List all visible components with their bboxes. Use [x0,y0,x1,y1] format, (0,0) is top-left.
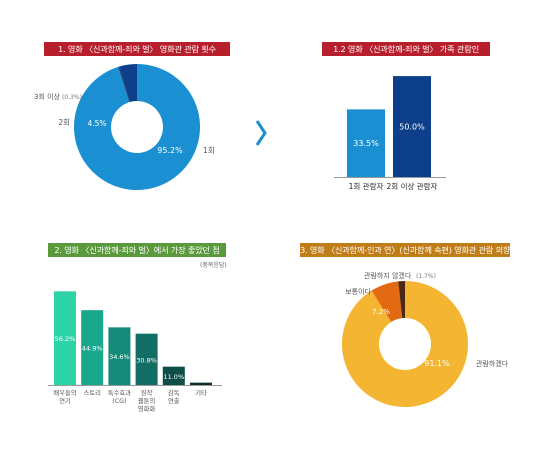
donut1-slice [119,64,137,103]
bar2-category-label: (CG) [112,398,126,405]
bar2-bar [54,291,76,385]
bar2-bar [81,310,104,385]
chevron-right-icon [255,120,267,146]
bar2-category-label: 웹툰의 [138,396,155,405]
bar2-bar [108,327,131,385]
donut2-slice [371,281,403,322]
donut1-category-label: 1회 [203,146,215,155]
donut1-category-label: 3회 이상 [34,92,61,101]
bar2-value-label: 34.6% [109,353,130,361]
donut1-slice [118,66,130,103]
bar2-value-label: 30.8% [136,356,157,364]
bar2-category-label: 연기 [59,396,71,405]
bar2-value-label: 1.4% [193,376,210,384]
bar2-category-label: 원작 [141,388,153,397]
bar2-note: (중복응답) [200,262,227,269]
donut1-title: 1. 영화 〈신과함께-죄와 벌〉 영화관 관람 횟수 [44,42,230,56]
bar1-value-label: 50.0% [399,123,425,132]
donut2-slice [342,281,469,407]
bar1-value-label: 33.5% [353,139,379,148]
donut1-value-label: (0.3%) [62,94,82,101]
bar2-value-label: 56.2% [55,335,76,343]
bar2-title: 2. 영화 〈신과함께-죄와 벌〉에서 가장 좋았던 점 [48,243,226,257]
bar2-value-label: 44.9% [82,345,103,353]
bar1-bar [347,109,385,177]
donut1-category-label: 2회 [58,118,70,127]
donut2-title: 3. 영화 〈신과함께-인과 연〉(신과함께 속편) 영화관 관람 의향 [300,243,510,257]
bar1-title: 1.2 영화 〈신과함께-죄와 벌〉 가족 관람인 [322,42,490,56]
bar2-bar [190,382,212,385]
bar1-bar [393,76,431,177]
bar1-category-label: 2회 이상 관람자 [387,181,438,191]
donut2-category-label: 보통이다 [345,287,371,296]
bar2-category-label: 영화화 [138,404,156,413]
donut2-category-label: 관람하지 않겠다 [364,271,412,280]
donut2-value-label: 91.1% [424,359,450,368]
donut2-slice [398,281,405,319]
donut2-value-label: (1.7%) [416,273,436,280]
bar2-bar [135,333,158,385]
donut2-category-label: 관람하겠다 [476,359,509,368]
bar2-category-label: 배우들의 [53,388,76,397]
bar2-category-label: 특수효과 [108,388,131,397]
donut1-value-label: 4.5% [87,119,106,128]
donut1-slice [74,64,201,190]
bar2-category-label: 기타 [195,388,207,397]
bar2-value-label: 11.0% [163,373,184,381]
bar1-category-label: 1회 관람자 [349,181,384,191]
bar2-category-label: 연출 [168,396,180,405]
donut2-value-label: 7.2% [372,308,390,316]
bar2-category-label: 감독 [168,389,180,397]
bar2-category-label: 스토리 [84,388,101,397]
donut1-value-label: 95.2% [157,146,183,155]
bar2-bar [162,366,185,385]
